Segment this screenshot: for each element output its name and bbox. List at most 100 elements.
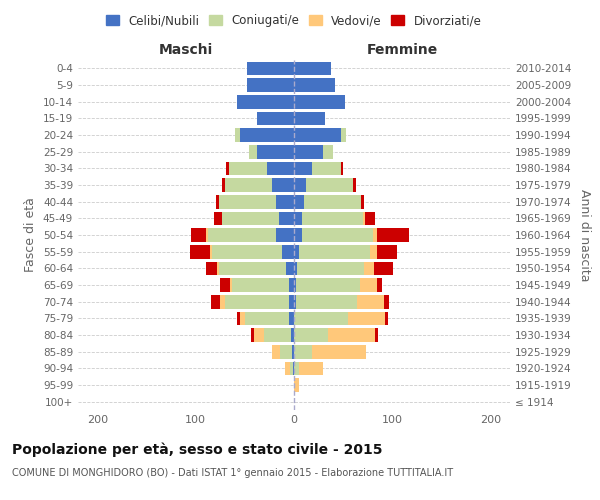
- Bar: [294, 62, 331, 75]
- Bar: [377, 278, 382, 292]
- Bar: [289, 278, 294, 292]
- Bar: [296, 278, 360, 292]
- Bar: [294, 78, 335, 92]
- Y-axis label: Anni di nascita: Anni di nascita: [578, 188, 591, 281]
- Bar: [361, 195, 364, 208]
- Bar: [294, 178, 306, 192]
- Bar: [289, 295, 294, 308]
- Bar: [294, 262, 297, 275]
- Bar: [292, 345, 294, 358]
- Bar: [277, 195, 294, 208]
- Bar: [364, 262, 374, 275]
- Bar: [235, 128, 240, 142]
- Bar: [230, 278, 232, 292]
- Bar: [251, 328, 254, 342]
- Bar: [249, 145, 257, 158]
- Bar: [294, 295, 296, 308]
- Bar: [373, 228, 377, 242]
- Bar: [341, 162, 343, 175]
- Bar: [299, 245, 370, 258]
- Bar: [360, 278, 377, 292]
- Bar: [266, 162, 294, 175]
- Bar: [237, 312, 240, 325]
- Bar: [370, 245, 377, 258]
- Bar: [294, 145, 323, 158]
- Bar: [240, 128, 294, 142]
- Bar: [294, 278, 296, 292]
- Bar: [291, 328, 294, 342]
- Bar: [294, 245, 299, 258]
- Bar: [363, 212, 365, 225]
- Bar: [209, 245, 212, 258]
- Bar: [211, 295, 220, 308]
- Bar: [323, 145, 333, 158]
- Bar: [296, 295, 357, 308]
- Bar: [220, 195, 277, 208]
- Bar: [328, 328, 376, 342]
- Bar: [220, 295, 225, 308]
- Bar: [225, 295, 289, 308]
- Bar: [294, 312, 348, 325]
- Bar: [237, 95, 294, 108]
- Bar: [311, 345, 365, 358]
- Bar: [348, 312, 385, 325]
- Text: Femmine: Femmine: [367, 42, 437, 56]
- Bar: [272, 178, 294, 192]
- Bar: [190, 245, 209, 258]
- Bar: [277, 228, 294, 242]
- Bar: [302, 212, 363, 225]
- Bar: [294, 378, 299, 392]
- Bar: [206, 228, 208, 242]
- Bar: [245, 312, 289, 325]
- Bar: [297, 262, 364, 275]
- Bar: [223, 178, 225, 192]
- Bar: [294, 112, 325, 125]
- Text: COMUNE DI MONGHIDORO (BO) - Dati ISTAT 1° gennaio 2015 - Elaborazione TUTTITALIA: COMUNE DI MONGHIDORO (BO) - Dati ISTAT 1…: [12, 468, 453, 477]
- Bar: [341, 128, 346, 142]
- Bar: [376, 328, 379, 342]
- Bar: [240, 312, 245, 325]
- Bar: [282, 245, 294, 258]
- Bar: [294, 128, 341, 142]
- Text: Popolazione per età, sesso e stato civile - 2015: Popolazione per età, sesso e stato civil…: [12, 442, 383, 457]
- Bar: [220, 278, 230, 292]
- Bar: [247, 62, 294, 75]
- Bar: [294, 95, 345, 108]
- Bar: [357, 295, 385, 308]
- Bar: [208, 228, 277, 242]
- Bar: [385, 312, 388, 325]
- Bar: [257, 145, 294, 158]
- Bar: [385, 295, 389, 308]
- Bar: [247, 78, 294, 92]
- Bar: [289, 312, 294, 325]
- Y-axis label: Fasce di età: Fasce di età: [25, 198, 37, 272]
- Bar: [217, 195, 220, 208]
- Bar: [214, 212, 223, 225]
- Bar: [304, 195, 361, 208]
- Text: Maschi: Maschi: [159, 42, 213, 56]
- Bar: [272, 345, 280, 358]
- Bar: [294, 195, 304, 208]
- Bar: [257, 112, 294, 125]
- Bar: [226, 162, 229, 175]
- Bar: [279, 212, 294, 225]
- Bar: [223, 212, 279, 225]
- Bar: [294, 328, 328, 342]
- Bar: [311, 162, 341, 175]
- Bar: [206, 262, 217, 275]
- Bar: [217, 262, 220, 275]
- Bar: [212, 245, 282, 258]
- Bar: [232, 278, 289, 292]
- Bar: [294, 345, 311, 358]
- Bar: [294, 228, 302, 242]
- Bar: [294, 212, 302, 225]
- Bar: [280, 345, 292, 358]
- Bar: [377, 245, 397, 258]
- Bar: [293, 362, 294, 375]
- Bar: [374, 262, 393, 275]
- Bar: [229, 162, 266, 175]
- Bar: [191, 228, 206, 242]
- Bar: [306, 178, 353, 192]
- Bar: [225, 178, 272, 192]
- Bar: [294, 162, 311, 175]
